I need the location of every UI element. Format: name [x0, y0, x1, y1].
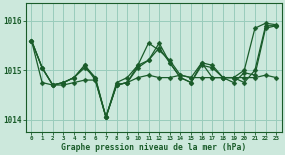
X-axis label: Graphe pression niveau de la mer (hPa): Graphe pression niveau de la mer (hPa)	[61, 143, 247, 152]
